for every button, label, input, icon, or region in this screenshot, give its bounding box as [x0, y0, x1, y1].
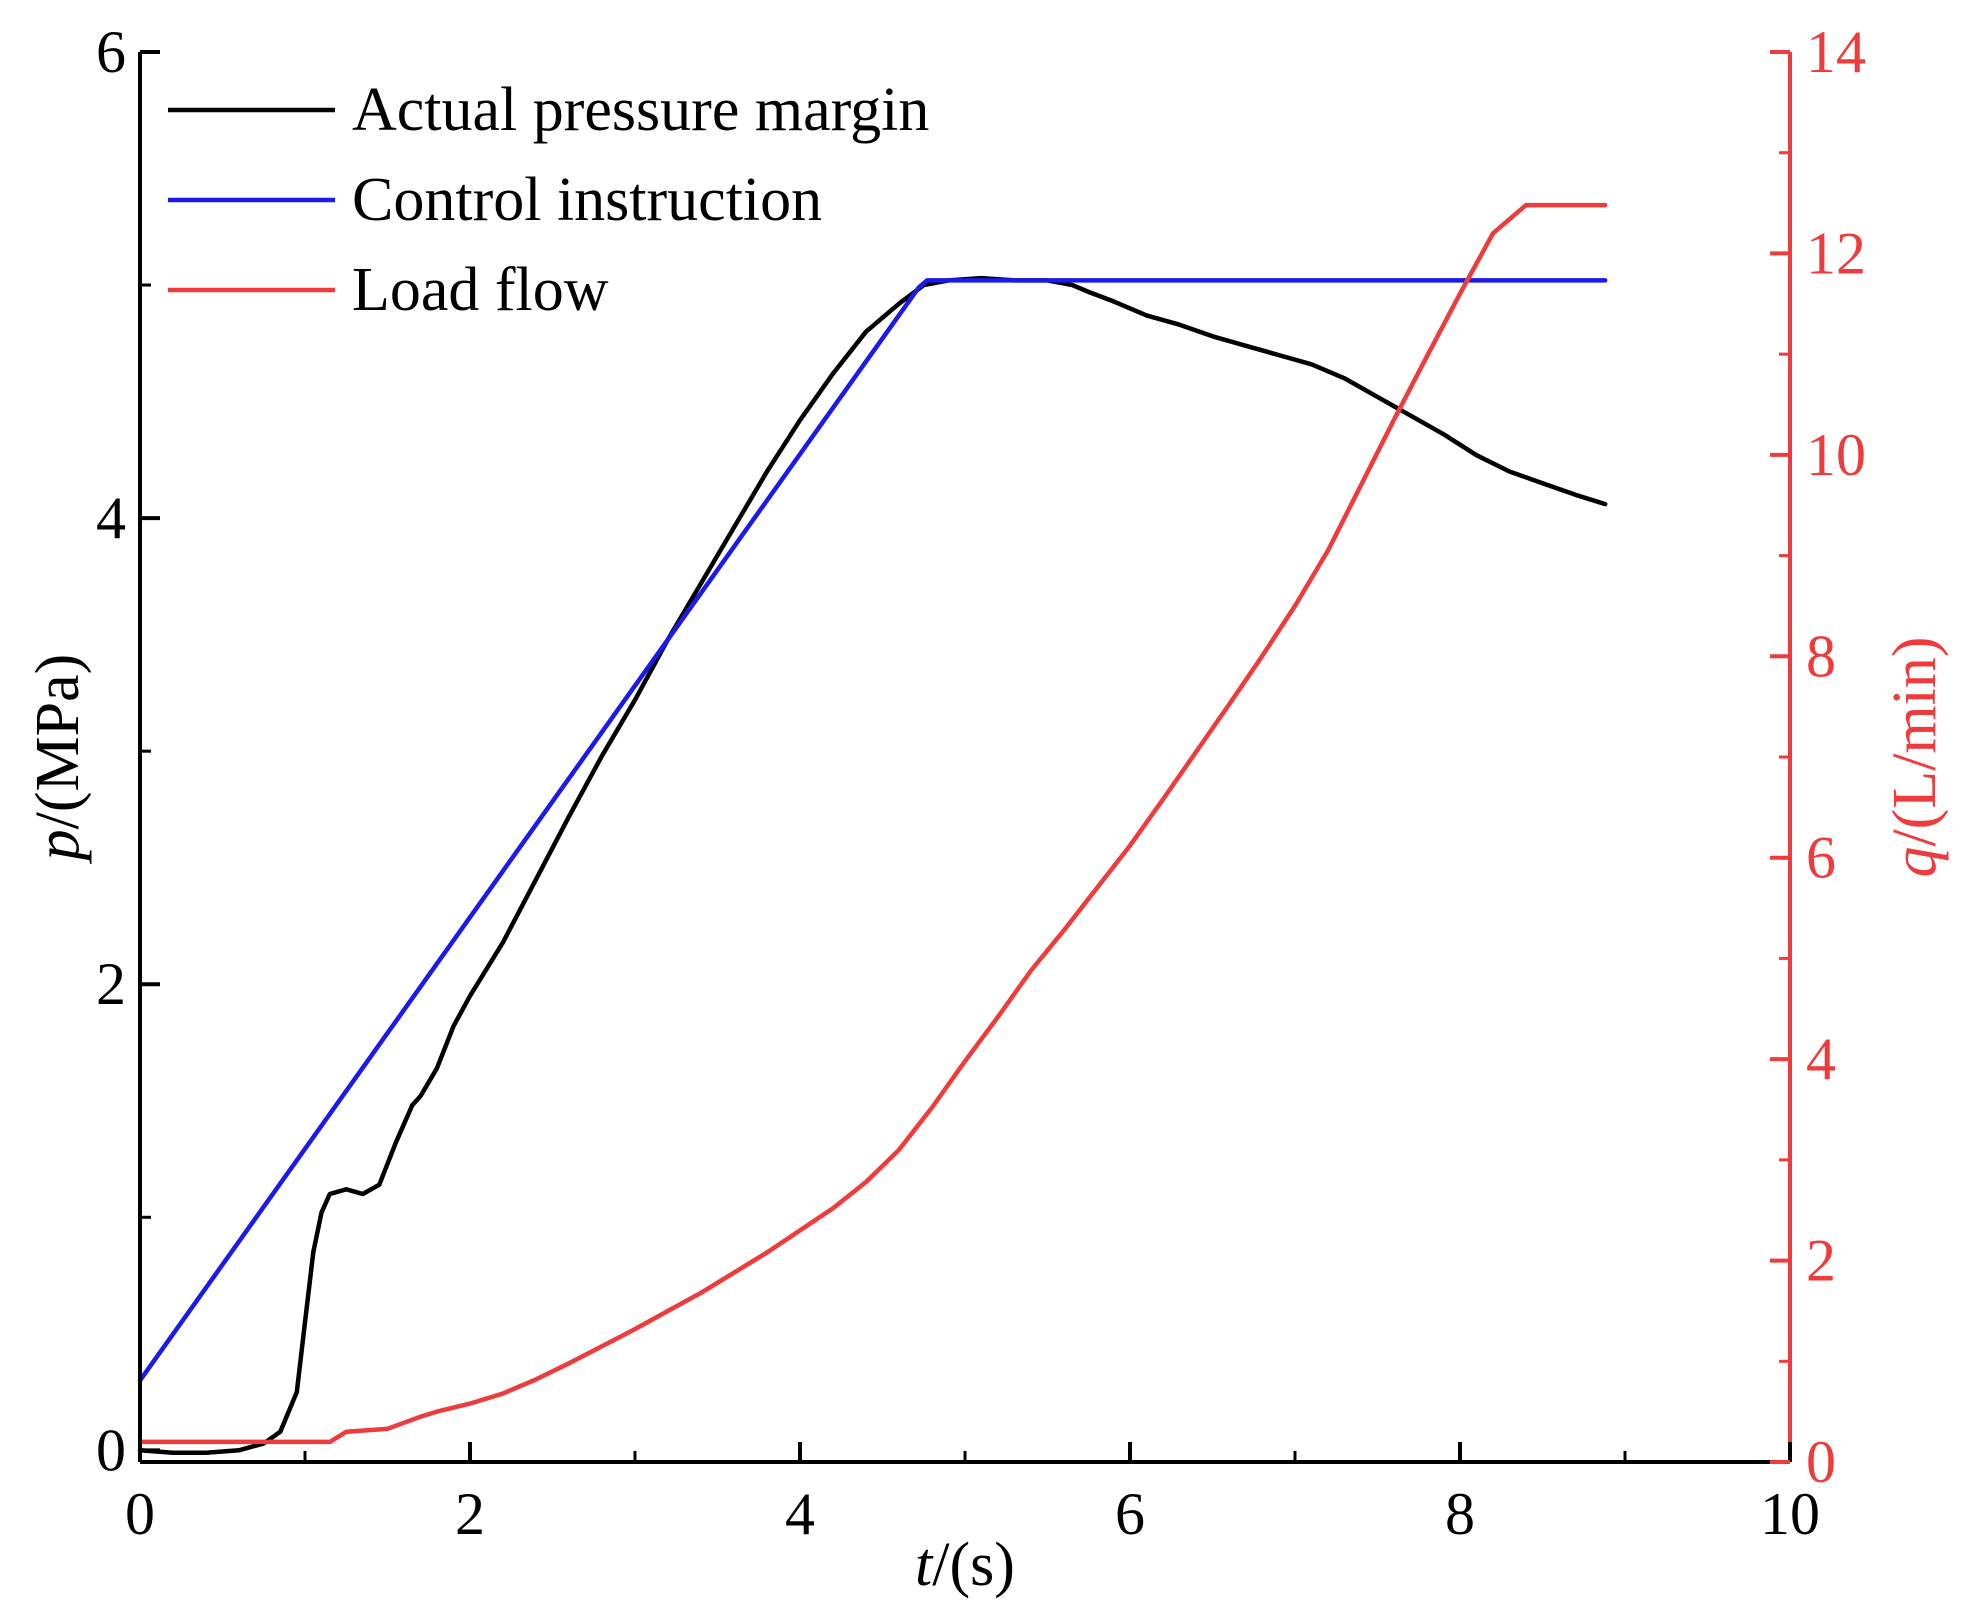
- y-left-axis-title-variable: p: [24, 829, 92, 864]
- y-right-axis-title-unit: /(L/min): [1881, 636, 1949, 846]
- x-tick-label: 8: [1445, 1481, 1475, 1547]
- legend-label: Control instruction: [352, 166, 822, 234]
- x-tick-label: 0: [125, 1481, 155, 1547]
- axes: 0 2 4 6 8 10024602468101214t/(s)p/(MPa)q/(L/m…: [24, 19, 1949, 1599]
- y-right-tick-label: 4: [1806, 1026, 1836, 1092]
- y-right-tick-label: 10: [1806, 422, 1866, 488]
- y-right-tick-label: 2: [1806, 1228, 1836, 1294]
- x-axis-title-unit: /(s): [932, 1531, 1015, 1599]
- y-right-axis-title: q/(L/min): [1881, 636, 1949, 877]
- x-tick-label: 4: [785, 1481, 815, 1547]
- x-tick-label: 6: [1115, 1481, 1145, 1547]
- y-right-tick-label: 6: [1806, 825, 1836, 891]
- y-left-tick-label: 2: [96, 951, 126, 1017]
- legend: Actual pressure margin Control instructio…: [168, 76, 929, 324]
- legend-label: Actual pressure margin: [352, 76, 929, 144]
- series-line-load-flow: [137, 202, 1608, 1445]
- x-tick-label: 2: [455, 1481, 485, 1547]
- y-right-tick-label: 14: [1806, 19, 1866, 85]
- x-tick-label: 10: [1760, 1481, 1820, 1547]
- x-axis-title: t/(s): [915, 1531, 1015, 1599]
- y-right-tick-label: 12: [1806, 220, 1866, 286]
- series-line-control-instruction: [137, 278, 1608, 1383]
- y-left-tick-label: 4: [96, 485, 126, 551]
- x-axis-title-variable: t: [915, 1531, 934, 1599]
- y-left-axis-title: p/(MPa): [24, 654, 92, 865]
- y-left-tick-label: 6: [96, 19, 126, 85]
- y-left-tick-label: 0: [96, 1417, 126, 1483]
- legend-label: Load flow: [352, 256, 609, 324]
- y-left-axis-title-unit: /(MPa): [24, 654, 92, 830]
- y-right-tick-label: 8: [1806, 623, 1836, 689]
- series-layer: [137, 202, 1608, 1455]
- y-right-tick-label: 0: [1806, 1429, 1836, 1495]
- series-line-actual-pressure-margin: [137, 275, 1608, 1455]
- y-right-axis-title-variable: q: [1881, 847, 1949, 878]
